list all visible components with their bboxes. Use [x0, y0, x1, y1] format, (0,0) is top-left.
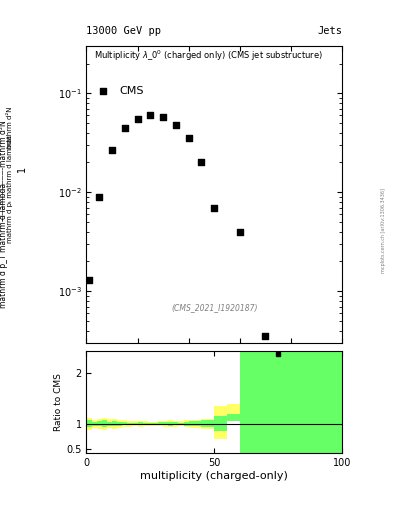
Text: CMS: CMS	[119, 86, 144, 96]
Bar	[153, 422, 158, 426]
Bar	[189, 421, 202, 426]
Bar	[143, 421, 148, 426]
Bar	[86, 420, 92, 428]
Text: Multiplicity $\lambda\_0^0$ (charged only) (CMS jet substructure): Multiplicity $\lambda\_0^0$ (charged onl…	[94, 49, 323, 63]
Point	[122, 123, 128, 132]
Bar	[92, 420, 97, 428]
Point	[185, 134, 192, 142]
Point	[147, 111, 153, 119]
Bar	[153, 423, 158, 425]
Text: (CMS_2021_I1920187): (CMS_2021_I1920187)	[171, 303, 257, 312]
Bar	[214, 416, 227, 432]
Bar	[148, 423, 153, 425]
Point	[211, 204, 217, 212]
Text: mcplots.cern.ch [arXiv:1306.3436]: mcplots.cern.ch [arXiv:1306.3436]	[381, 188, 386, 273]
Bar	[132, 423, 138, 425]
Bar	[122, 422, 127, 425]
Point	[237, 228, 243, 236]
Point	[160, 113, 166, 121]
Bar	[97, 421, 102, 426]
Bar	[163, 422, 168, 425]
Bar	[168, 420, 173, 428]
X-axis label: multiplicity (charged-only): multiplicity (charged-only)	[140, 471, 288, 481]
Bar	[122, 420, 127, 428]
Bar	[173, 422, 178, 425]
Bar	[202, 419, 214, 429]
Bar	[240, 351, 342, 453]
Text: mathrm d pₜ mathrm d lambda: mathrm d pₜ mathrm d lambda	[7, 136, 13, 243]
Bar	[117, 422, 122, 426]
Bar	[127, 421, 132, 427]
Bar	[132, 421, 138, 426]
Bar	[227, 414, 240, 421]
Text: mathrm d²N: mathrm d²N	[7, 106, 13, 150]
Bar	[102, 418, 107, 430]
Bar	[214, 406, 227, 439]
Point	[134, 115, 141, 123]
Bar	[107, 422, 112, 426]
Bar	[202, 420, 214, 428]
Text: 1: 1	[17, 166, 27, 172]
Bar	[168, 422, 173, 426]
Bar	[163, 421, 168, 427]
Text: Jets: Jets	[317, 26, 342, 36]
Bar	[240, 351, 342, 453]
Bar	[148, 422, 153, 426]
Bar	[158, 421, 163, 426]
Bar	[189, 420, 202, 428]
Bar	[97, 419, 102, 429]
Bar	[143, 423, 148, 425]
Bar	[184, 422, 189, 426]
Bar	[102, 420, 107, 428]
Text: 13000 GeV pp: 13000 GeV pp	[86, 26, 162, 36]
Y-axis label: Ratio to CMS: Ratio to CMS	[55, 373, 63, 431]
Bar	[227, 403, 240, 419]
Point	[262, 332, 268, 340]
Bar	[117, 420, 122, 428]
Text: ──────────────────────: ──────────────────────	[2, 167, 6, 222]
Point	[96, 193, 102, 201]
Text: mathrm d²N: mathrm d²N	[0, 120, 8, 167]
Bar	[92, 422, 97, 426]
Bar	[112, 419, 117, 429]
Bar	[158, 422, 163, 425]
Bar	[184, 420, 189, 428]
Point	[86, 276, 92, 284]
Point	[198, 158, 205, 166]
Bar	[178, 421, 184, 426]
Point	[83, 0, 90, 6]
Text: mathrm d p_T mathrm d lambda: mathrm d p_T mathrm d lambda	[0, 183, 8, 308]
Bar	[138, 421, 143, 427]
Bar	[178, 423, 184, 425]
Bar	[112, 421, 117, 426]
Bar	[86, 418, 92, 430]
Point	[173, 121, 179, 129]
Bar	[173, 421, 178, 427]
Bar	[138, 422, 143, 425]
Bar	[107, 419, 112, 429]
Point	[109, 145, 115, 154]
Bar	[127, 423, 132, 425]
